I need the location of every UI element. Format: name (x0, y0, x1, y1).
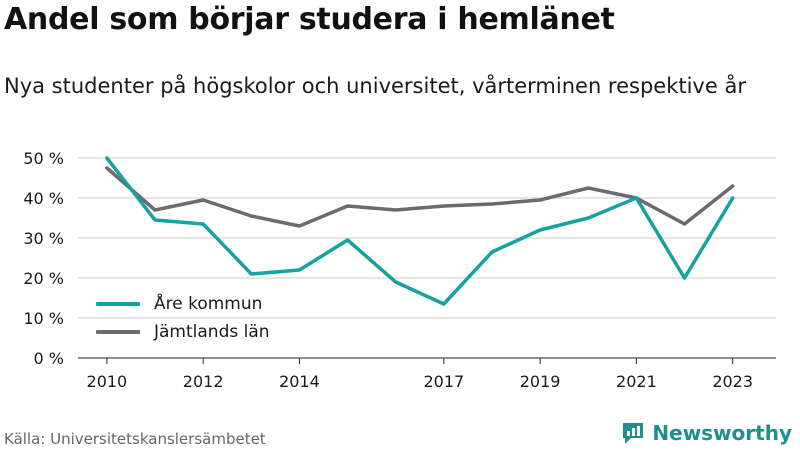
legend-label-are: Åre kommun (154, 294, 263, 314)
x-tick-label: 2019 (520, 372, 561, 391)
brand-name: Newsworthy (652, 421, 792, 445)
x-tick-label: 2010 (87, 372, 128, 391)
brand-logo: Newsworthy (620, 420, 792, 446)
x-tick-label: 2023 (712, 372, 753, 391)
legend-swatch-jamtland (96, 330, 140, 334)
legend: Åre kommun Jämtlands län (96, 290, 270, 346)
x-tick-label: 2014 (279, 372, 320, 391)
source-note: Källa: Universitetskanslersämbetet (4, 430, 266, 448)
y-tick-label: 40 % (23, 189, 64, 208)
x-tick-label: 2017 (423, 372, 464, 391)
axes: 0 % 10 % 20 % 30 % 40 % 50 % 2010 2012 2014 2017 2… (23, 149, 776, 391)
x-tick-label: 2021 (616, 372, 657, 391)
chart-title: Andel som börjar studera i hemlänet (4, 2, 615, 37)
legend-item-are: Åre kommun (96, 290, 270, 318)
bar-chart-chat-icon (623, 423, 644, 444)
series-line-are (105, 156, 735, 306)
y-tick-label: 20 % (23, 269, 64, 288)
y-tick-label: 10 % (23, 309, 64, 328)
x-tick-label: 2012 (183, 372, 224, 391)
chart-subtitle: Nya studenter på högskolor och universit… (4, 74, 746, 98)
y-tick-label: 30 % (23, 229, 64, 248)
y-tick-label: 50 % (23, 149, 64, 168)
legend-label-jamtland: Jämtlands län (154, 322, 270, 342)
legend-item-jamtland: Jämtlands län (96, 318, 270, 346)
series-line-jamtland (105, 166, 735, 228)
y-tick-label: 0 % (34, 349, 64, 368)
legend-swatch-are (96, 302, 140, 306)
series-lines (105, 156, 735, 306)
